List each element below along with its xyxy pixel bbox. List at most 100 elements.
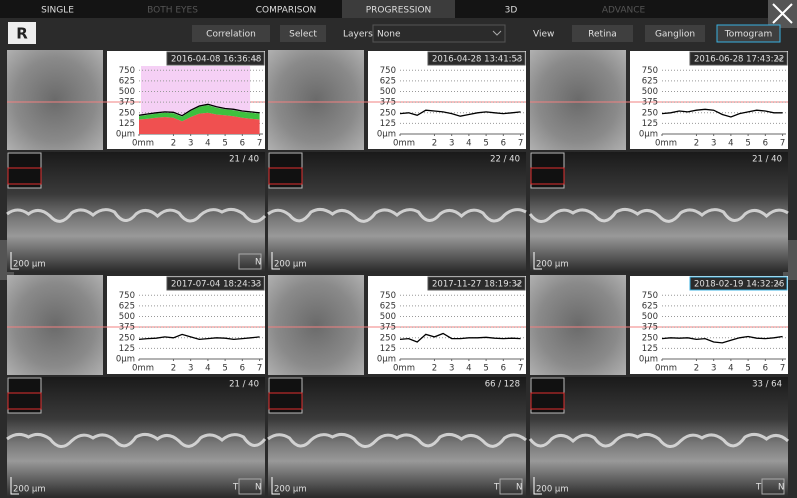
x-tick-label: 2 [171, 364, 176, 374]
orientation-box [238, 253, 262, 270]
tab[interactable] [567, 0, 680, 18]
x-tick-label: 0mm [393, 139, 415, 149]
thickness-line [138, 333, 260, 341]
thumb-roi [268, 392, 303, 410]
button[interactable] [280, 25, 326, 42]
retina-band [267, 207, 527, 223]
thumb-roi [530, 392, 565, 410]
x-tick-label: 7 [518, 139, 523, 149]
date-caret [252, 281, 260, 286]
date-box[interactable] [427, 51, 526, 66]
tab[interactable] [455, 0, 567, 18]
date-caret [513, 281, 521, 286]
thumb-roi [268, 167, 303, 185]
date-box[interactable] [689, 51, 788, 66]
orientation-box [761, 478, 785, 495]
y-tick-label: 500 [380, 312, 396, 322]
y-tick-label: 250 [642, 333, 658, 343]
y-tick-label: 125 [119, 344, 135, 354]
x-tick-label: 5 [222, 139, 227, 149]
view-label: View [533, 30, 554, 40]
x-tick-label: 0mm [393, 364, 415, 374]
y-tick-label: 125 [119, 119, 135, 129]
y-tick-label: 375 [119, 323, 135, 333]
tab[interactable] [342, 0, 455, 18]
date-box[interactable] [427, 276, 526, 291]
y-tick-label: 250 [119, 333, 135, 343]
date-box[interactable] [166, 276, 265, 291]
thumb-roi [7, 392, 42, 410]
tab-label: SINGLE [41, 6, 74, 16]
date-label: 2016-06-28 17:43:22 [694, 55, 784, 65]
x-tick-label: 4 [466, 139, 471, 149]
button-label: Select [289, 30, 317, 40]
x-tick-label: 6 [240, 364, 245, 374]
x-tick-label: 3 [711, 139, 716, 149]
thickness-line [399, 332, 521, 343]
x-tick-label: 3 [188, 139, 193, 149]
thumb-box [7, 377, 42, 414]
x-tick-label: 3 [711, 364, 716, 374]
x-tick-label: 5 [745, 139, 750, 149]
x-tick-label: 7 [518, 364, 523, 374]
x-tick-label: 5 [222, 364, 227, 374]
retina-band [6, 432, 267, 448]
retina-band [267, 432, 527, 448]
button-label: Correlation [206, 30, 256, 40]
date-label: 2017-07-04 18:24:33 [171, 280, 261, 290]
date-caret [513, 56, 521, 61]
date-label: 2018-02-19 14:32:26 [694, 280, 784, 290]
tomogram [268, 152, 526, 272]
thickness-line [661, 108, 783, 118]
date-label: 2017-11-27 18:19:32 [432, 280, 522, 290]
button[interactable] [716, 24, 781, 43]
y-tick-label: 750 [380, 66, 396, 76]
button[interactable] [572, 25, 633, 42]
orientation-right: N [778, 483, 784, 493]
y-tick-label: 250 [380, 333, 396, 343]
dropdown-caret [492, 30, 502, 36]
tab-label: BOTH EYES [147, 6, 198, 16]
x-tick-label: 7 [257, 139, 262, 149]
x-tick-label: 4 [205, 139, 210, 149]
layer-area [139, 105, 260, 122]
date-caret [252, 56, 260, 61]
button-label: Retina [588, 30, 617, 40]
y-tick-label: 750 [380, 291, 396, 301]
button[interactable] [645, 25, 705, 42]
y-tick-label: 0µm [377, 355, 396, 365]
scale-bar [533, 252, 542, 270]
button[interactable] [192, 25, 270, 42]
fundus-image [268, 275, 364, 375]
y-tick-label: 500 [642, 312, 658, 322]
chart-bg [630, 276, 788, 374]
orientation-right: N [255, 483, 261, 493]
tab[interactable] [115, 0, 230, 18]
x-tick-label: 4 [728, 139, 733, 149]
tab-label: PROGRESSION [366, 6, 432, 16]
dropdown[interactable] [372, 24, 506, 43]
x-tick-label: 5 [745, 364, 750, 374]
orientation-right: N [516, 483, 522, 493]
y-tick-label: 0µm [116, 355, 135, 365]
x-tick-label: 0mm [655, 139, 677, 149]
thickness-line [138, 103, 260, 117]
slice-label: 21 / 40 [229, 380, 259, 390]
scale-bar [10, 477, 19, 495]
tab[interactable] [230, 0, 342, 18]
x-tick-label: 6 [501, 139, 506, 149]
date-box[interactable] [689, 276, 788, 291]
date-box[interactable] [166, 51, 265, 66]
thumb-roi [7, 167, 42, 185]
tab[interactable] [0, 0, 115, 18]
scale-label: 200 µm [13, 260, 46, 270]
tab-label: ADVANCE [602, 6, 646, 16]
orientation-left: T [232, 483, 239, 493]
x-tick-label: 3 [449, 364, 454, 374]
y-tick-label: 750 [642, 291, 658, 301]
scale-label: 200 µm [536, 485, 569, 495]
y-tick-label: 375 [119, 98, 135, 108]
y-tick-label: 500 [380, 87, 396, 97]
date-caret [775, 56, 783, 61]
thumb-box [7, 152, 42, 189]
